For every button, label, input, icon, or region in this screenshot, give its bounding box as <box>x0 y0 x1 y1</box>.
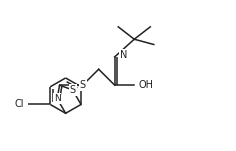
Text: S: S <box>80 80 86 90</box>
Text: OH: OH <box>138 80 153 90</box>
Text: Cl: Cl <box>14 100 24 109</box>
Text: N: N <box>120 50 127 60</box>
Text: N: N <box>54 94 61 103</box>
Text: S: S <box>70 85 76 95</box>
